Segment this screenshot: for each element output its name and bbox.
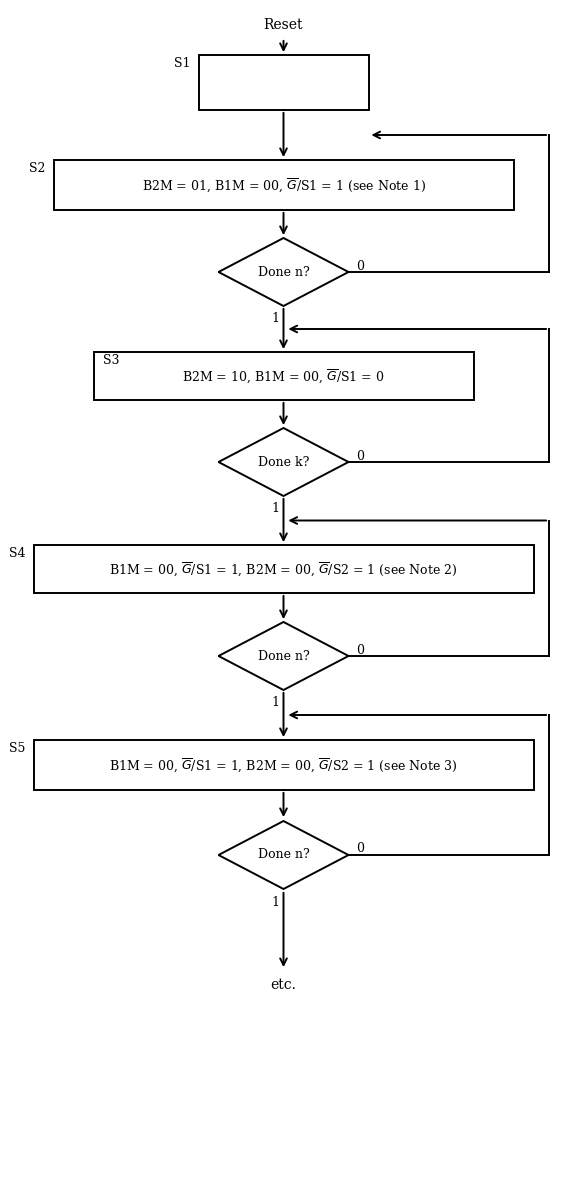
Text: B2M = 01, B1M = 00, $\overline{G}$/S1 = 1 (see Note 1): B2M = 01, B1M = 00, $\overline{G}$/S1 = … (142, 176, 425, 193)
Text: Done n?: Done n? (257, 265, 310, 278)
Text: B1M = 00, $\overline{G}$/S1 = 1, B2M = 00, $\overline{G}$/S2 = 1 (see Note 3): B1M = 00, $\overline{G}$/S1 = 1, B2M = 0… (109, 756, 458, 774)
Polygon shape (218, 821, 349, 889)
Polygon shape (218, 428, 349, 496)
Text: S1: S1 (174, 56, 191, 70)
Text: Done k?: Done k? (258, 456, 309, 468)
Text: etc.: etc. (270, 978, 297, 992)
Text: 0: 0 (357, 643, 365, 656)
Text: 0: 0 (357, 842, 365, 856)
Text: B1M = 00, $\overline{G}$/S1 = 1, B2M = 00, $\overline{G}$/S2 = 1 (see Note 2): B1M = 00, $\overline{G}$/S1 = 1, B2M = 0… (109, 560, 458, 577)
Text: 1: 1 (272, 896, 280, 910)
Text: S2: S2 (29, 162, 45, 175)
Polygon shape (218, 238, 349, 306)
Text: B2M = 10, B1M = 00, $\overline{G}$/S1 = 0: B2M = 10, B1M = 00, $\overline{G}$/S1 = … (182, 367, 385, 385)
Text: Reset: Reset (264, 18, 303, 32)
Text: 1: 1 (272, 696, 280, 709)
Text: S4: S4 (9, 547, 26, 560)
Text: 0: 0 (357, 450, 365, 462)
Polygon shape (218, 622, 349, 690)
Text: 1: 1 (272, 502, 280, 515)
FancyBboxPatch shape (53, 160, 514, 210)
FancyBboxPatch shape (33, 545, 534, 593)
Text: S3: S3 (104, 354, 120, 367)
FancyBboxPatch shape (198, 55, 369, 110)
Text: Done n?: Done n? (257, 848, 310, 862)
Text: S5: S5 (9, 742, 26, 755)
FancyBboxPatch shape (94, 352, 473, 400)
Text: 1: 1 (272, 312, 280, 325)
FancyBboxPatch shape (33, 740, 534, 790)
Text: Done n?: Done n? (257, 649, 310, 662)
Text: 0: 0 (357, 259, 365, 272)
